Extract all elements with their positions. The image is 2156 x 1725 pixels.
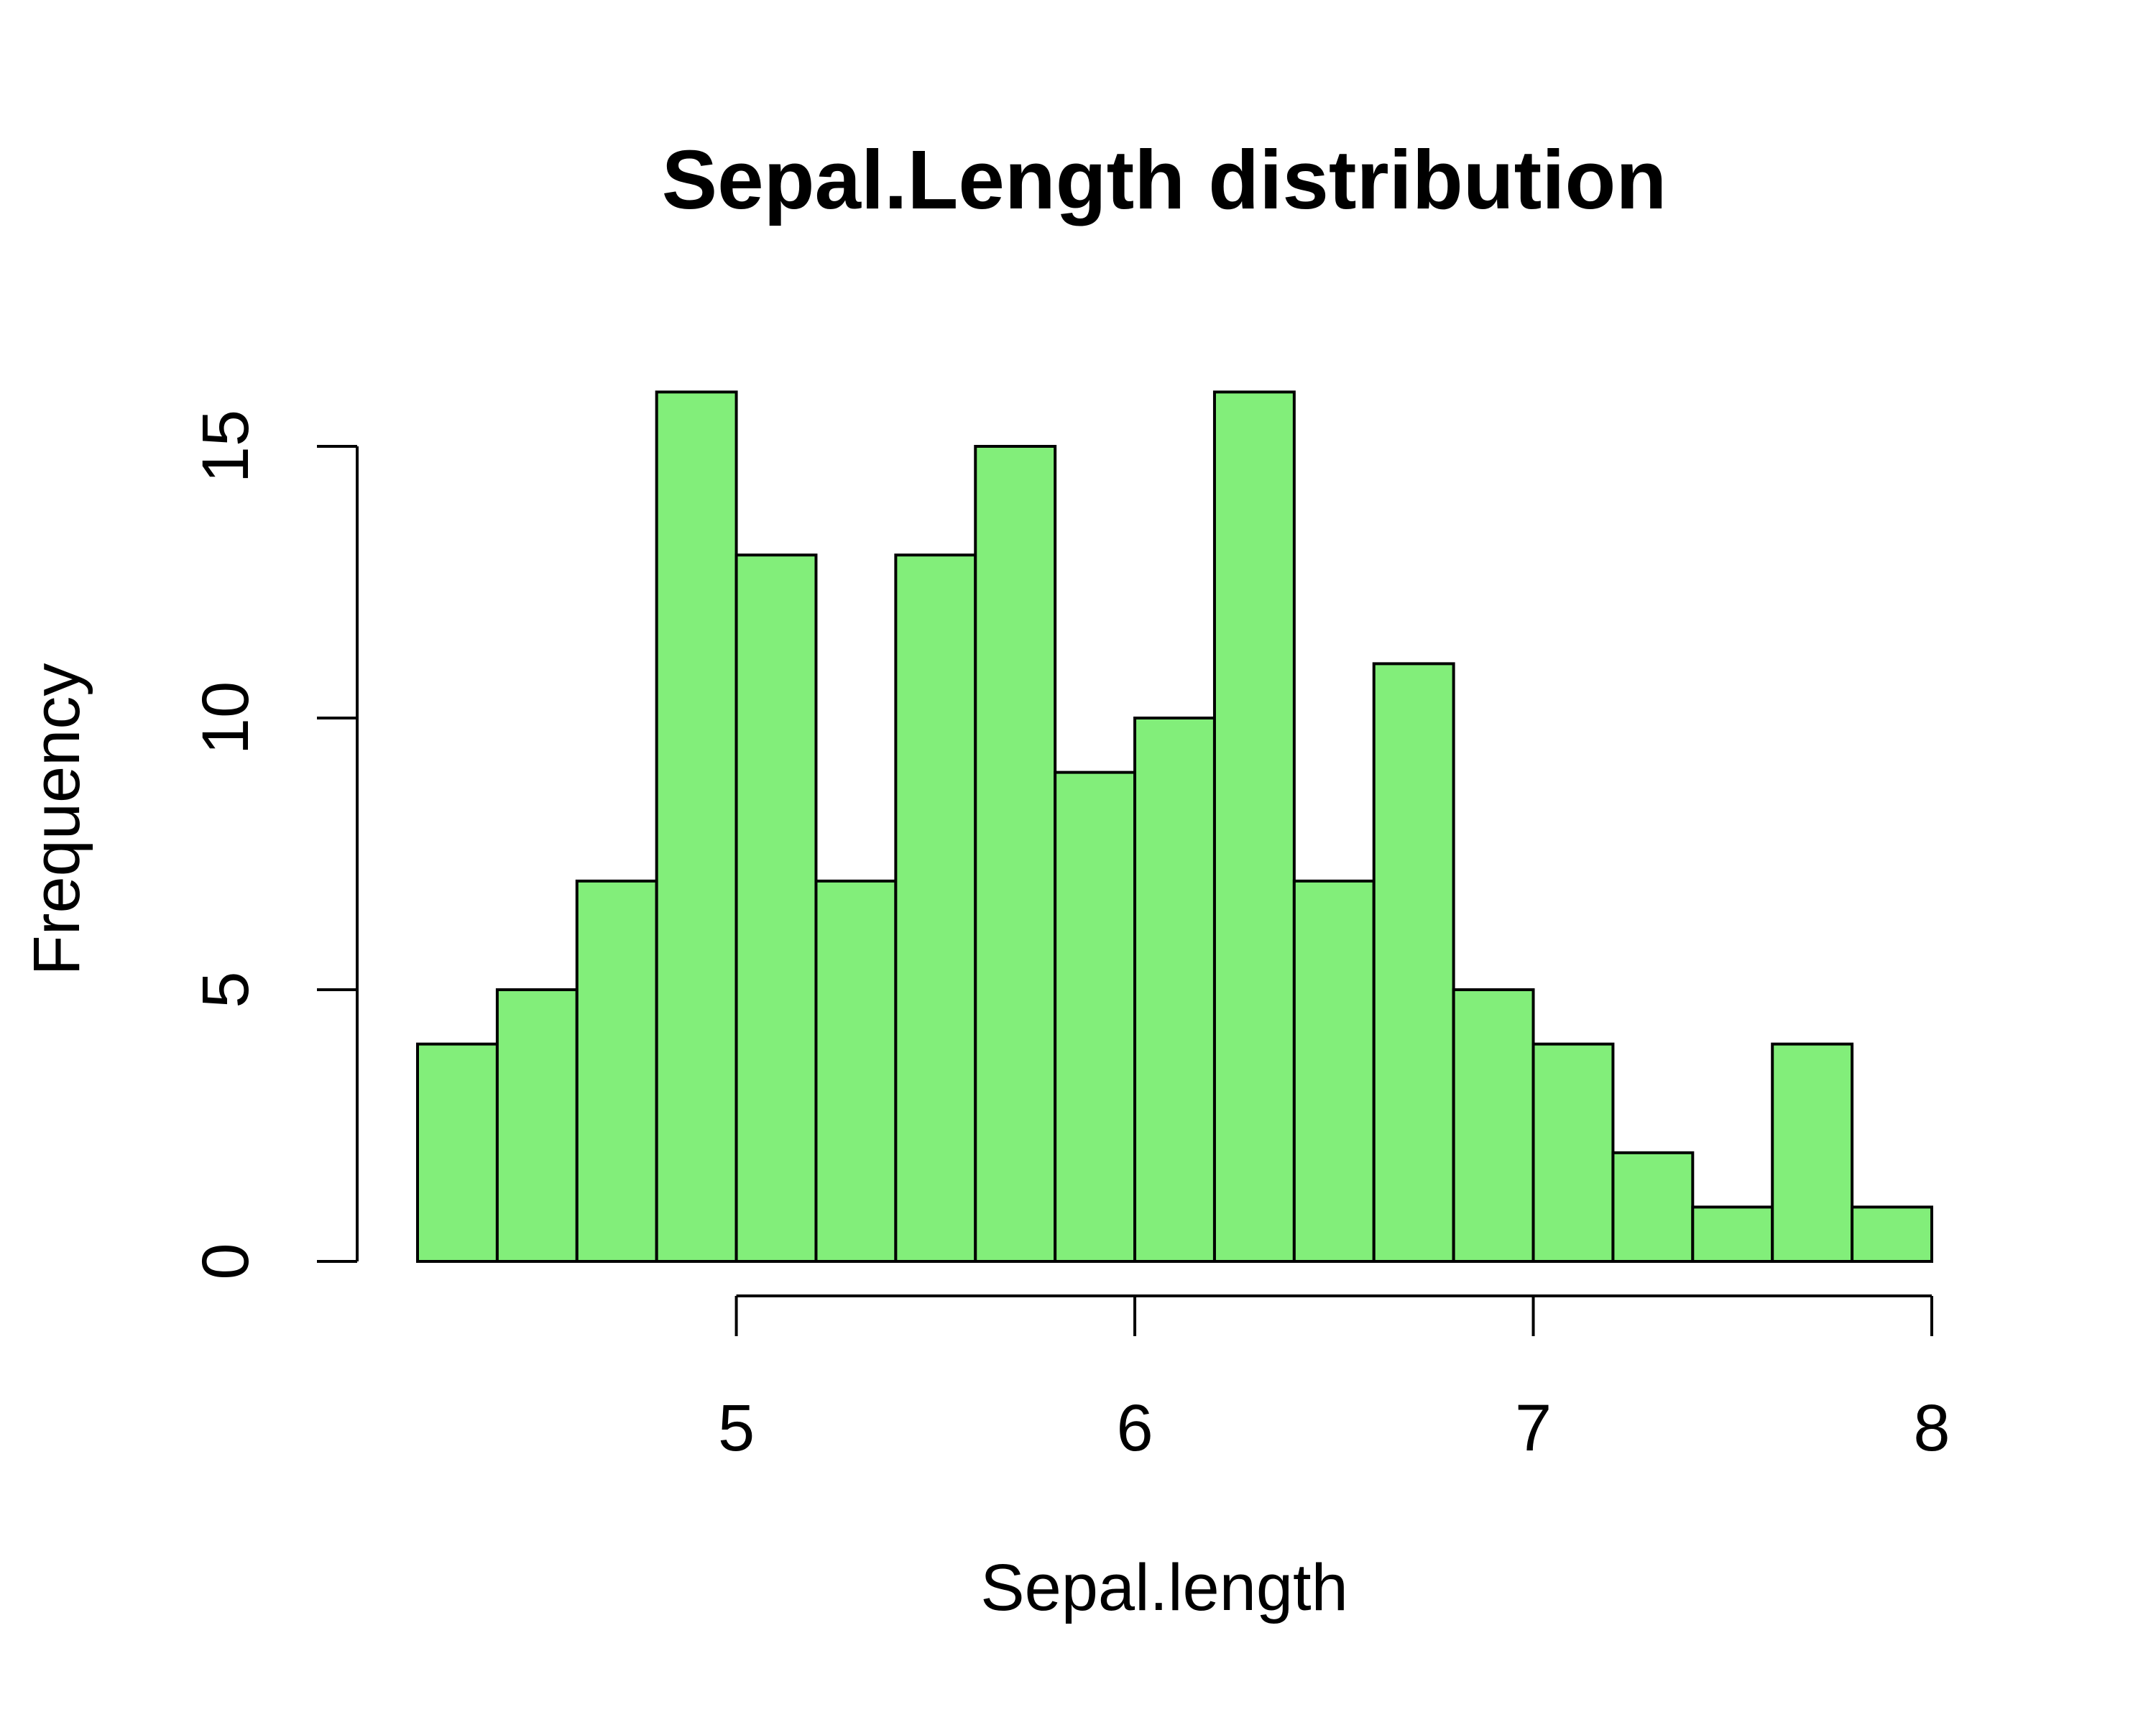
histogram-bar [814, 879, 898, 1264]
histogram-bar [1531, 1042, 1615, 1263]
histogram-bar [416, 1042, 499, 1263]
y-axis-label: Frequency [20, 663, 93, 976]
x-axis-label: Sepal.length [980, 1551, 1348, 1624]
histogram-bar [1691, 1205, 1774, 1264]
y-axis: 0 5 10 15 [189, 410, 359, 1280]
histogram-bar [1611, 1151, 1695, 1264]
y-tick-label: 10 [189, 681, 262, 755]
y-tick-label: 0 [189, 1243, 262, 1279]
y-tick-label: 15 [189, 410, 262, 483]
bars-group [416, 390, 1933, 1264]
histogram-bar [495, 988, 579, 1263]
x-axis: 5 6 7 8 [718, 1294, 1950, 1465]
histogram-bar [1292, 879, 1376, 1264]
histogram-bar [1771, 1042, 1854, 1263]
histogram-bar [1452, 988, 1535, 1263]
x-tick-label: 8 [1913, 1392, 1950, 1465]
x-tick-label: 7 [1515, 1392, 1552, 1465]
histogram-bar [974, 445, 1057, 1263]
histogram-bar [1133, 717, 1216, 1263]
histogram-bar [1212, 390, 1296, 1263]
histogram-bar [894, 553, 977, 1263]
x-tick-label: 5 [718, 1392, 755, 1465]
histogram-bar [655, 390, 738, 1263]
y-tick-label: 5 [189, 971, 262, 1008]
histogram-bar [1372, 662, 1455, 1263]
histogram-bar [1054, 770, 1137, 1263]
histogram-bar [575, 879, 658, 1264]
histogram-bar [734, 553, 818, 1263]
histogram-bar [1851, 1205, 1933, 1264]
chart-title: Sepal.Length distribution [662, 133, 1667, 226]
x-tick-label: 6 [1116, 1392, 1153, 1465]
